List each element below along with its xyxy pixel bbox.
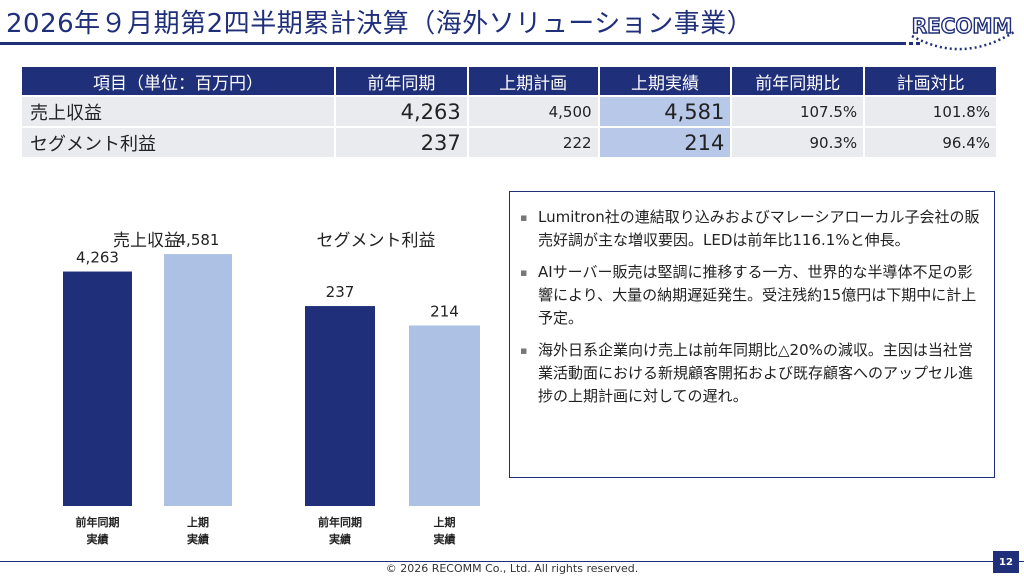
cell-plan: 4,500 — [468, 97, 598, 126]
col-header-item: 項目（単位：百万円） — [22, 67, 334, 95]
note-item: ▪ AIサーバー販売は堅調に推移する一方、世界的な半導体不足の影響により、大量の… — [520, 261, 980, 330]
col-header-actual: 上期実績 — [599, 67, 731, 95]
chart-title: セグメント利益 — [317, 231, 436, 251]
cell-vs-plan: 101.8% — [865, 97, 996, 126]
category-label: 実績 — [187, 532, 209, 546]
category-label: 実績 — [434, 532, 456, 546]
chart-title: 売上収益 — [113, 231, 181, 251]
data-label: 4,263 — [76, 249, 119, 267]
recomm-logo: RECOMM — [911, 13, 1015, 51]
category-label: 上期 — [434, 515, 456, 529]
category-label: 前年同期 — [76, 515, 120, 529]
cell-vs-plan: 96.4% — [865, 128, 996, 157]
category-label: 上期 — [187, 515, 209, 529]
cell-plan: 222 — [468, 128, 598, 157]
table-header-row: 項目（単位：百万円） 前年同期 上期計画 上期実績 前年同期比 計画対比 — [22, 67, 996, 95]
title-divider — [0, 42, 905, 45]
page-title: 2026年９月期第2四半期累計決算（海外ソリューション事業） — [6, 9, 754, 39]
bullet-icon: ▪ — [520, 344, 528, 357]
page-number: 12 — [993, 551, 1019, 573]
bar — [305, 306, 375, 506]
category-label: 前年同期 — [318, 515, 362, 529]
cell-yoy: 90.3% — [732, 128, 864, 157]
col-header-prev: 前年同期 — [335, 67, 467, 95]
title-divider-dots — [874, 42, 920, 45]
category-label: 実績 — [329, 532, 351, 546]
table-row-revenue: 売上収益 4,263 4,500 4,581 107.5% 101.8% — [22, 97, 996, 126]
data-label: 4,581 — [177, 231, 220, 249]
note-text: AIサーバー販売は堅調に推移する一方、世界的な半導体不足の影響により、大量の納期… — [538, 263, 977, 327]
note-text: Lumitron社の連結取り込みおよびマレーシアローカル子会社の販売好調が主な増… — [538, 208, 980, 249]
cell-actual: 214 — [599, 128, 731, 157]
table-row-segment-profit: セグメント利益 237 222 214 90.3% 96.4% — [22, 128, 996, 157]
cell-prev: 4,263 — [335, 97, 467, 126]
bar — [409, 325, 480, 506]
logo-text: RECOMM — [912, 14, 1013, 38]
data-label: 237 — [326, 283, 355, 301]
row-label: セグメント利益 — [22, 128, 334, 157]
category-label: 実績 — [87, 532, 109, 546]
commentary-box: ▪ Lumitron社の連結取り込みおよびマレーシアローカル子会社の販売好調が主… — [509, 191, 995, 478]
cell-actual: 4,581 — [599, 97, 731, 126]
row-label: 売上収益 — [22, 97, 334, 126]
footer-divider — [0, 561, 1024, 562]
note-item: ▪ 海外日系企業向け売上は前年同期比△20%の減収。主因は当社営業活動面における… — [520, 339, 980, 408]
note-text: 海外日系企業向け売上は前年同期比△20%の減収。主因は当社営業活動面における新規… — [538, 341, 974, 405]
bar — [164, 254, 232, 506]
col-header-plan: 上期計画 — [468, 67, 598, 95]
data-label: 214 — [430, 302, 459, 320]
bar — [63, 271, 132, 506]
copyright: © 2026 RECOMM Co., Ltd. All rights reser… — [385, 562, 639, 575]
cell-prev: 237 — [335, 128, 467, 157]
note-item: ▪ Lumitron社の連結取り込みおよびマレーシアローカル子会社の販売好調が主… — [520, 206, 980, 252]
col-header-yoy: 前年同期比 — [732, 67, 864, 95]
col-header-vs-plan: 計画対比 — [865, 67, 996, 95]
summary-table: 項目（単位：百万円） 前年同期 上期計画 上期実績 前年同期比 計画対比 売上収… — [20, 65, 998, 159]
cell-yoy: 107.5% — [732, 97, 864, 126]
bullet-icon: ▪ — [520, 266, 528, 279]
bullet-icon: ▪ — [520, 211, 528, 224]
